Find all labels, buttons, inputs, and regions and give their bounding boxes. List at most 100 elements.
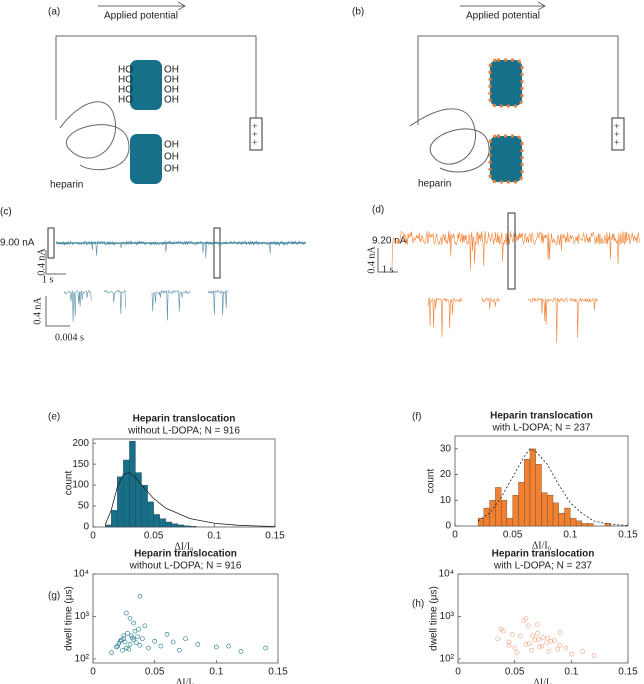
point bbox=[126, 646, 132, 652]
pore-chip bbox=[488, 58, 524, 108]
panel-label: (d) bbox=[372, 205, 384, 216]
y-tick-label: 10² bbox=[440, 654, 455, 665]
oh: OH bbox=[164, 85, 179, 96]
panel-d: (d) 9.20 nA 0.4 nA 1 s bbox=[366, 205, 407, 276]
scale-time: 1 s bbox=[382, 264, 394, 275]
chart-title: Heparin translocation bbox=[492, 549, 595, 560]
bar bbox=[123, 459, 130, 528]
point bbox=[557, 642, 563, 648]
bar bbox=[604, 523, 611, 527]
electrode bbox=[249, 117, 263, 151]
bar bbox=[524, 458, 531, 527]
y-tick-label: 10 bbox=[440, 495, 452, 506]
plot-frame bbox=[92, 573, 279, 664]
bar bbox=[111, 510, 118, 528]
point bbox=[529, 647, 534, 653]
y-tick-label: 10³ bbox=[75, 611, 90, 622]
x-tick-label: 0.05 bbox=[145, 667, 165, 678]
point bbox=[506, 642, 512, 648]
zoom-current: 0.4 nA bbox=[32, 297, 43, 325]
current-trace bbox=[391, 230, 641, 270]
point bbox=[124, 645, 129, 651]
y-tick-label: 50 bbox=[78, 501, 90, 512]
applied-potential: Applied potential bbox=[104, 11, 178, 22]
bar bbox=[171, 523, 179, 528]
bar bbox=[489, 500, 496, 527]
x-tick-label: 0 bbox=[90, 531, 96, 542]
chart-title: Heparin translocation bbox=[490, 411, 593, 422]
current-trace bbox=[103, 289, 126, 314]
bar bbox=[147, 501, 154, 528]
point bbox=[137, 593, 143, 599]
heparin-label: heparin bbox=[418, 179, 451, 190]
x-tick-label: 0 bbox=[452, 530, 458, 541]
bar bbox=[529, 448, 536, 527]
panel-b: (b) Applied potential heparin + + + bbox=[352, 1, 625, 190]
point bbox=[142, 623, 148, 629]
bar bbox=[512, 494, 519, 527]
oh: OH bbox=[164, 164, 179, 175]
panel-a: (a) Applied potential HO HO HO HO OH OH … bbox=[48, 1, 263, 191]
heparin-label: heparin bbox=[50, 180, 83, 191]
y-tick-label: 30 bbox=[440, 443, 452, 454]
point bbox=[122, 639, 128, 645]
zoom-box bbox=[507, 212, 516, 290]
y-tick-label: 150 bbox=[72, 459, 89, 470]
heparin-chain bbox=[409, 108, 490, 173]
point bbox=[226, 643, 231, 649]
zoom-time: 0.004 s bbox=[55, 332, 84, 343]
point bbox=[591, 653, 597, 658]
x-tick-label: 0.15 bbox=[268, 667, 288, 678]
point bbox=[135, 634, 140, 640]
current-trace bbox=[207, 289, 228, 316]
point bbox=[569, 651, 574, 657]
point bbox=[131, 620, 136, 626]
point bbox=[535, 631, 540, 636]
point bbox=[532, 637, 538, 643]
point bbox=[183, 636, 188, 641]
x-tick-label: 0.1 bbox=[564, 667, 578, 678]
electrode-label: + + + bbox=[250, 123, 261, 145]
bar bbox=[129, 440, 136, 528]
bar bbox=[183, 525, 191, 528]
bar bbox=[495, 487, 502, 527]
oh: OH bbox=[164, 65, 179, 76]
point bbox=[124, 610, 129, 616]
arrow-head bbox=[177, 1, 187, 11]
bar bbox=[165, 521, 173, 528]
bar bbox=[159, 518, 166, 528]
chart-subtitle: without L-DOPA; N = 916 bbox=[129, 561, 242, 572]
oh: OH bbox=[164, 95, 179, 106]
oh: OH bbox=[164, 140, 179, 151]
point bbox=[536, 636, 541, 642]
wire bbox=[417, 35, 619, 125]
bar bbox=[587, 523, 594, 527]
point bbox=[127, 616, 133, 621]
x-tick-label: 0.05 bbox=[505, 667, 525, 678]
applied-potential: Applied potential bbox=[466, 11, 540, 22]
point bbox=[552, 638, 557, 643]
electrode-label: + + + bbox=[612, 123, 623, 145]
pore-chip bbox=[130, 60, 162, 110]
point bbox=[537, 644, 542, 650]
point bbox=[580, 649, 585, 654]
scale-bar bbox=[45, 296, 70, 327]
baseline-label: 9.20 nA bbox=[372, 236, 407, 247]
point bbox=[128, 633, 134, 639]
point bbox=[133, 640, 139, 646]
point bbox=[530, 633, 536, 639]
bar bbox=[477, 518, 484, 527]
point bbox=[152, 638, 157, 644]
bar bbox=[518, 482, 525, 527]
arrow-head bbox=[537, 1, 547, 11]
panel-label: (b) bbox=[352, 7, 364, 18]
point bbox=[523, 642, 529, 647]
chart-subtitle: with L-DOPA; N = 237 bbox=[492, 423, 591, 434]
x-tick-label: 0 bbox=[90, 667, 96, 678]
point bbox=[563, 645, 568, 651]
chart-title: Heparin translocation bbox=[133, 414, 236, 425]
x-tick-label: 0.15 bbox=[618, 667, 638, 678]
ho: HO bbox=[118, 65, 133, 76]
